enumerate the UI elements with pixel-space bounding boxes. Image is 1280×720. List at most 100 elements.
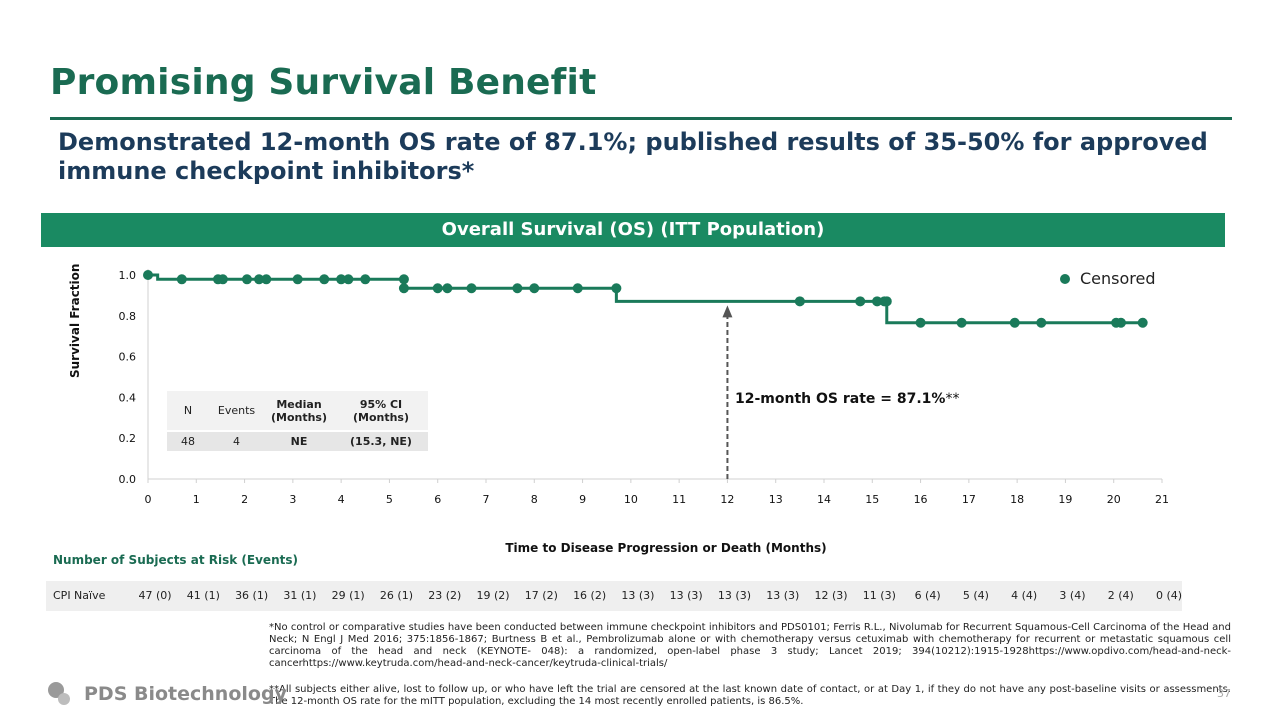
x-tick-label: 8 [531,493,538,506]
risk-table-cell: 4 (4) [1011,589,1038,602]
y-tick-label: 0.0 [119,473,137,486]
x-tick-label: 16 [914,493,928,506]
logo-icon [48,682,72,706]
censored-marker [915,317,926,328]
x-tick-label: 4 [338,493,345,506]
x-tick-label: 6 [434,493,441,506]
censored-marker [292,274,303,285]
censored-marker [217,274,228,285]
os-rate-arrow-head [722,305,733,318]
legend-label: Censored [1080,269,1156,288]
censored-marker [529,283,540,294]
survival-curve [148,273,1143,325]
censored-marker [466,283,477,294]
x-tick-label: 21 [1155,493,1169,506]
censored-marker [872,296,883,307]
risk-table-cell: 23 (2) [428,589,462,602]
x-tick-label: 3 [289,493,296,506]
censored-marker-icon [1060,273,1070,284]
censored-marker [572,283,583,294]
company-logo: PDS Biotechnology [48,682,287,706]
risk-table-cell: 2 (4) [1107,589,1134,602]
censored-marker [360,274,371,285]
risk-table-cell: 26 (1) [379,589,413,602]
censored-marker [1115,317,1126,328]
y-tick-label: 0.2 [119,432,137,445]
risk-row-label: CPI Naïve [53,589,106,602]
risk-table-cell: 36 (1) [235,589,269,602]
risk-table-row: CPI Naïve 47 (0) 41 (1) 36 (1) 31 (1) 29 (1)… [46,581,1182,611]
censored-marker [1009,317,1020,328]
censored-marker [1137,317,1148,328]
censored-marker [881,296,892,307]
x-tick-label: 17 [962,493,976,506]
footnote-1: *No control or comparative studies have … [269,622,1231,669]
chart-banner: Overall Survival (OS) (ITT Population) [41,213,1225,247]
company-name: PDS Biotechnology [84,683,287,705]
censored-marker [398,274,409,285]
risk-table-cell: 13 (3) [766,589,800,602]
risk-table-cell: 19 (2) [476,589,510,602]
censored-marker [432,283,443,294]
stats-value-row: 48 4 NE (15.3, NE) [167,432,428,451]
page-number: 37 [1217,687,1231,700]
censored-marker [442,283,453,294]
x-tick-label: 9 [579,493,586,506]
censored-marker [794,296,805,307]
risk-table-title: Number of Subjects at Risk (Events) [53,553,298,567]
stats-header-ci: 95% CI (Months) [352,397,410,424]
x-tick-label: 18 [1010,493,1024,506]
censored-marker [241,274,252,285]
y-axis-label: Survival Fraction [68,263,82,378]
censored-marker [336,274,347,285]
x-tick-label: 14 [817,493,831,506]
stats-value-median: NE [290,435,308,448]
risk-table-cell: 6 (4) [914,589,941,602]
x-tick-label: 0 [145,493,152,506]
stats-header-row: N Events Median (Months) 95% CI (Months) [167,391,428,430]
os-rate-suffix: ** [945,391,960,407]
risk-table-cell: 0 (4) [1156,589,1183,602]
os-rate-value: 87.1% [896,391,946,407]
risk-table-cell: 47 (0) [138,589,172,602]
x-tick-label: 19 [1058,493,1072,506]
x-tick-label: 7 [483,493,490,506]
x-tick-label: 5 [386,493,393,506]
censored-marker [261,274,272,285]
y-tick-label: 0.4 [119,391,137,404]
censored-marker [512,283,523,294]
censored-marker [611,283,622,294]
risk-table-cell: 13 (3) [669,589,703,602]
os-rate-prefix: 12-month OS rate = [735,391,897,407]
risk-table-cell: 3 (4) [1059,589,1086,602]
censored-marker [398,283,409,294]
stats-value-ci: (15.3, NE) [350,435,412,448]
x-tick-label: 1 [193,493,200,506]
risk-table-cell: 29 (1) [331,589,365,602]
stats-value-n: 48 [181,435,195,448]
os-rate-annotation: 12-month OS rate = 87.1%** [735,391,959,407]
y-tick-label: 1.0 [119,269,137,282]
slide-subtitle: Demonstrated 12-month OS rate of 87.1%; … [58,128,1208,185]
x-tick-label: 2 [241,493,248,506]
censored-marker [143,270,153,280]
risk-table-cell: 11 (3) [862,589,896,602]
x-axis-label: Time to Disease Progression or Death (Mo… [505,541,827,555]
x-tick-label: 15 [865,493,879,506]
risk-table-cell: 41 (1) [186,589,220,602]
risk-table-cell: 13 (3) [621,589,655,602]
chart-legend: Censored [1060,269,1156,288]
stats-header-n: N [183,404,193,417]
x-tick-label: 10 [624,493,638,506]
censored-marker [343,274,354,285]
censored-marker [254,274,265,285]
censored-marker [855,296,866,307]
stats-value-events: 4 [233,435,240,448]
stats-header-events: Events [217,404,256,417]
risk-table-cell: 13 (3) [717,589,751,602]
risk-table-cell: 31 (1) [283,589,317,602]
risk-table-cell: 17 (2) [524,589,558,602]
x-tick-label: 11 [672,493,686,506]
slide-title: Promising Survival Benefit [50,62,597,103]
